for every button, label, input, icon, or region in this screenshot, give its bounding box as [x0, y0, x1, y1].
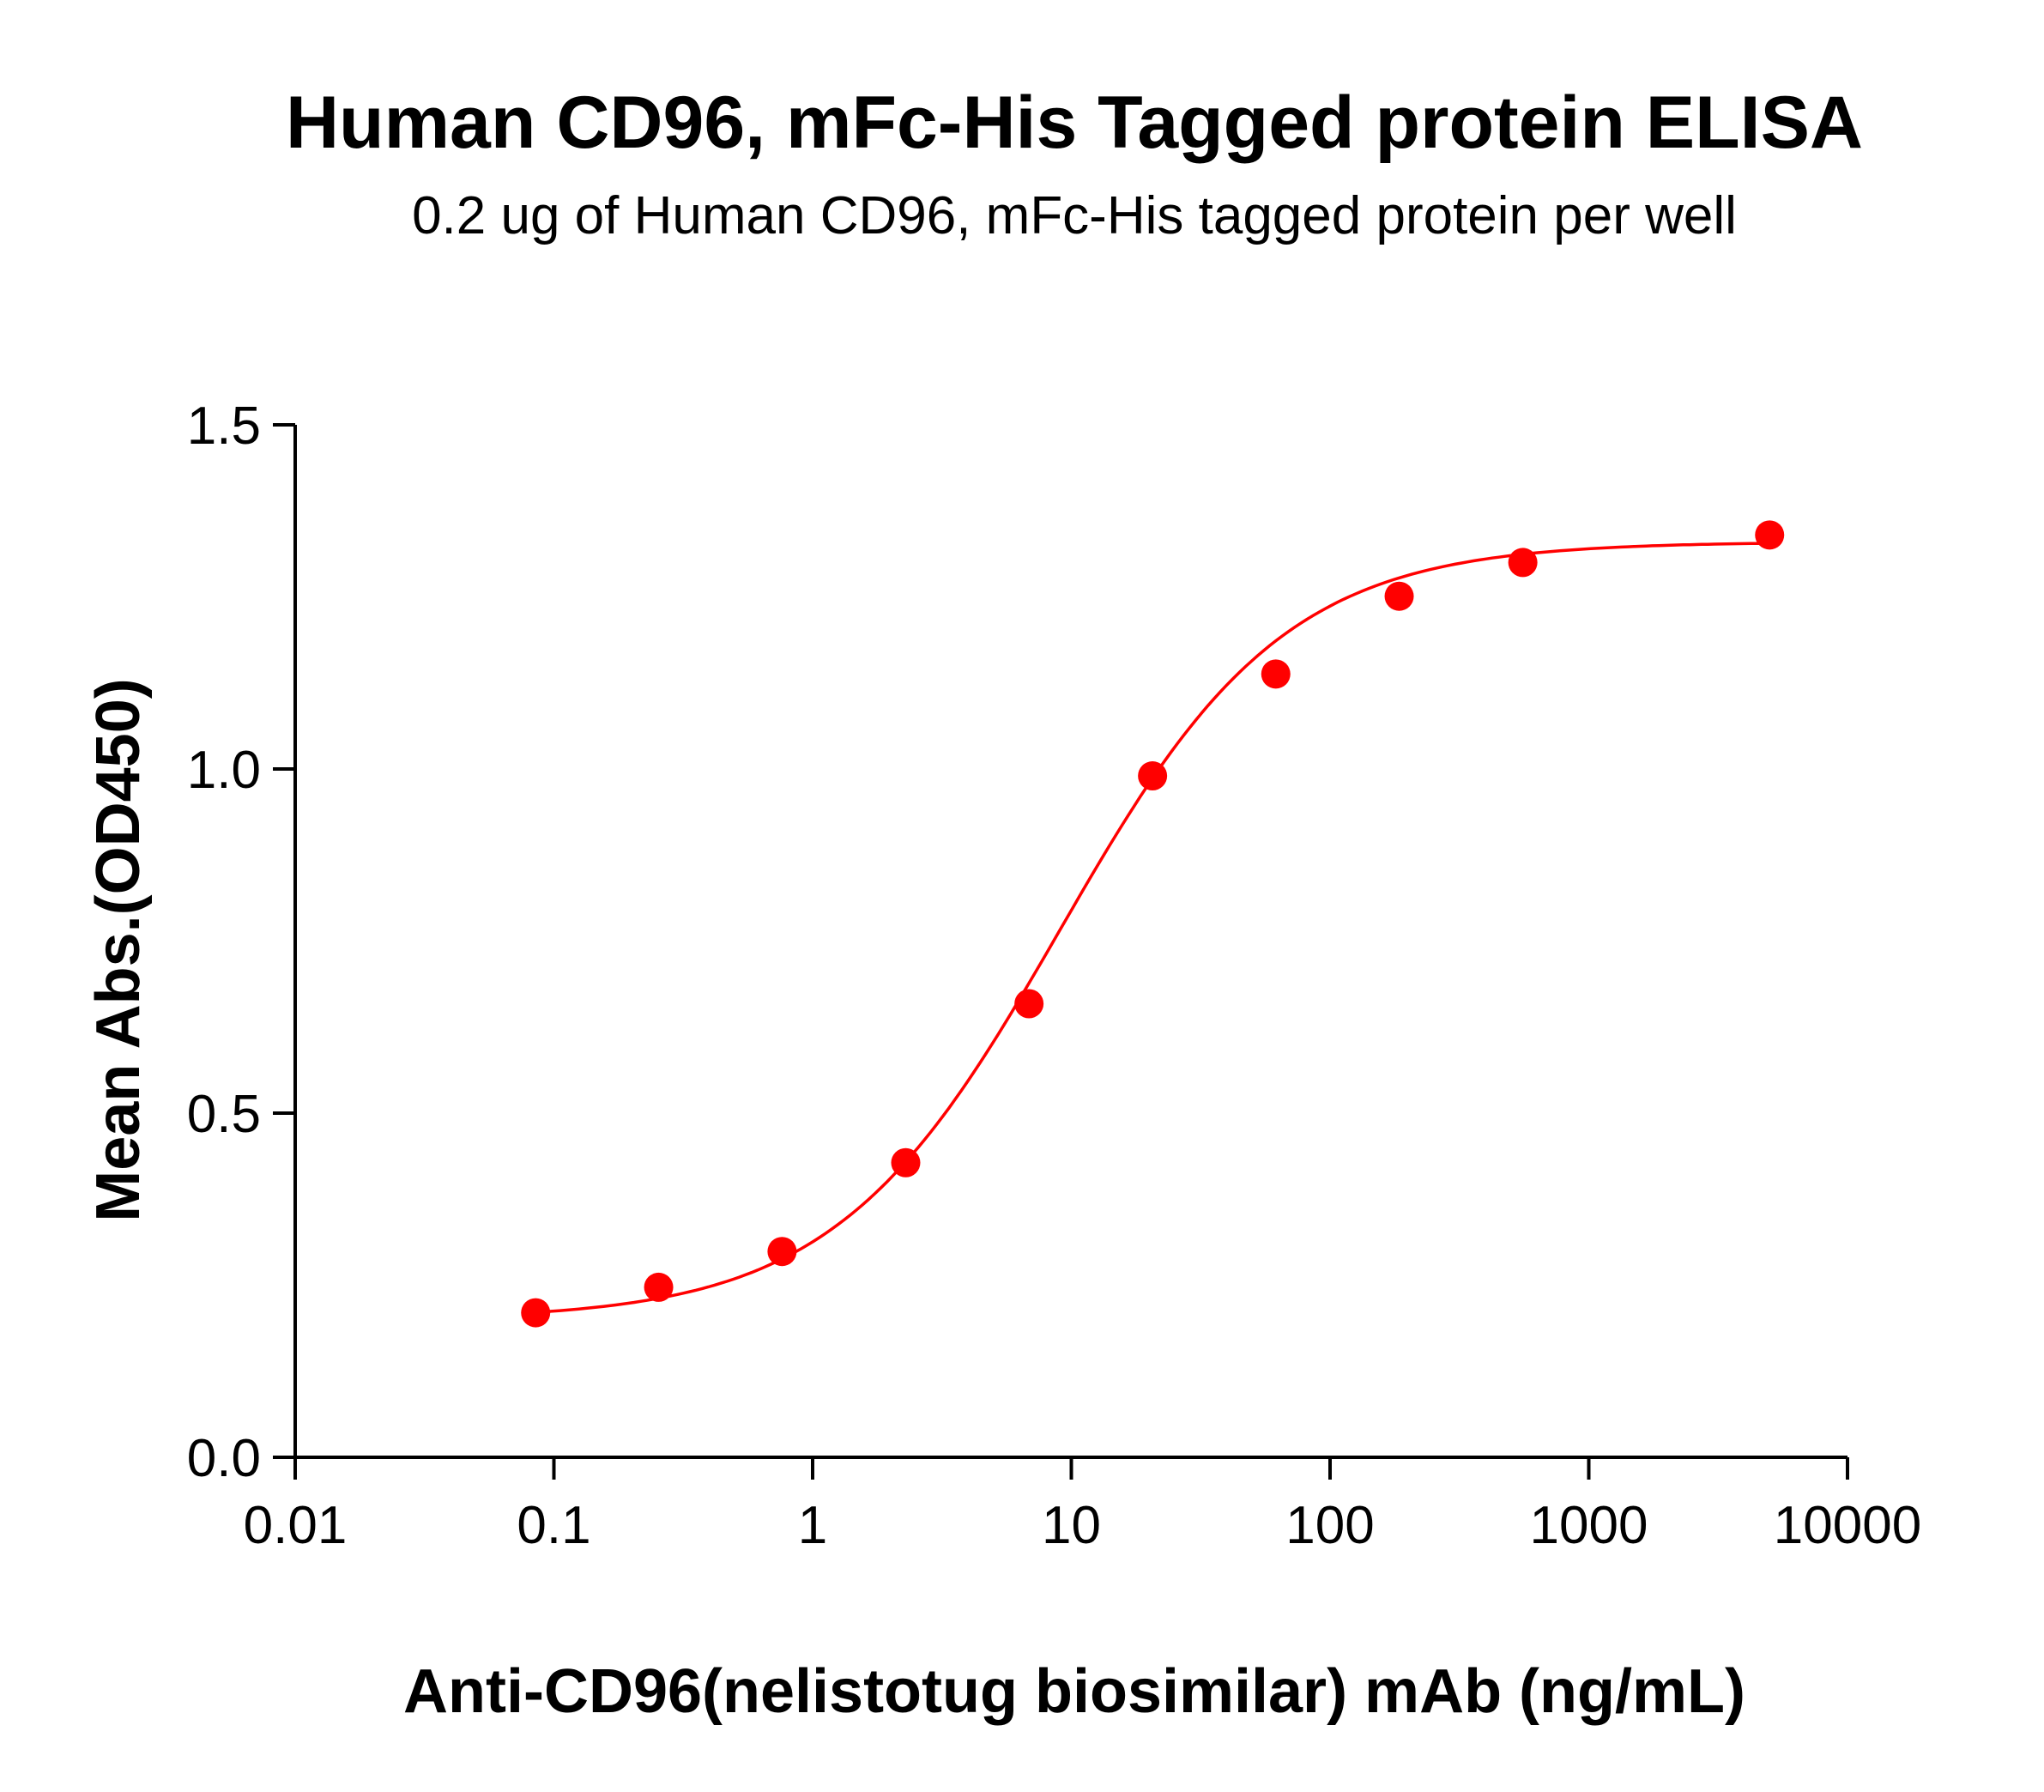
x-tick-label: 10000	[1774, 1496, 1921, 1555]
x-tick-label: 100	[1285, 1496, 1374, 1555]
y-axis-label: Mean Abs.(OD450)	[84, 678, 153, 1221]
x-axis-label: Anti-CD96(nelistotug biosimilar) mAb (ng…	[403, 1657, 1745, 1726]
y-tick-label: 1.0	[187, 741, 261, 800]
x-tick-label: 0.1	[517, 1496, 590, 1555]
axes: 0.01 0.1 1 10 100 1000 10000 0.0 0.5 1.0 1.5	[187, 397, 1921, 1555]
data-point	[767, 1237, 797, 1267]
data-point	[1755, 520, 1785, 550]
y-tick-label: 0.5	[187, 1085, 261, 1144]
y-tick-label: 1.5	[187, 397, 261, 456]
data-points-layer	[521, 520, 1785, 1328]
data-point	[521, 1298, 551, 1328]
x-tick-label: 0.01	[244, 1496, 348, 1555]
x-tick-label: 1	[798, 1496, 827, 1555]
fit-curve	[535, 542, 1770, 1314]
data-point	[891, 1147, 921, 1178]
data-point	[1014, 989, 1044, 1019]
y-tick-label: 0.0	[187, 1429, 261, 1488]
x-tick-label: 10	[1042, 1496, 1101, 1555]
data-point	[1261, 659, 1291, 689]
data-point	[644, 1272, 674, 1302]
chart-title: Human CD96, mFc-His Tagged protein ELISA	[286, 82, 1863, 164]
data-point	[1138, 761, 1168, 791]
data-point	[1384, 581, 1414, 611]
fit-curve-layer	[535, 542, 1770, 1314]
x-tick-label: 1000	[1530, 1496, 1648, 1555]
chart-subtitle: 0.2 ug of Human CD96, mFc-His tagged pro…	[412, 186, 1737, 245]
data-point	[1508, 548, 1538, 578]
